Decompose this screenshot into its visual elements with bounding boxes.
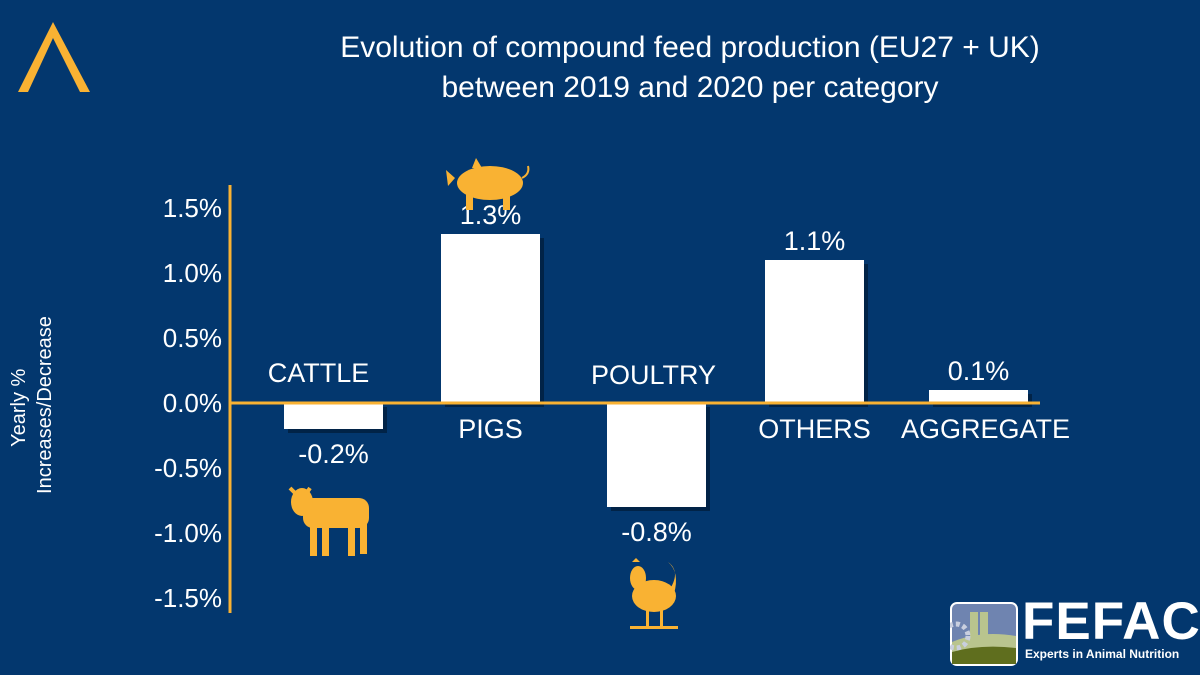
y-tick-label: 1.0% [163, 258, 222, 288]
y-tick-label: -1.0% [154, 518, 222, 548]
y-tick-label: 0.0% [163, 388, 222, 418]
y-tick-label: -1.5% [154, 583, 222, 613]
y-tick-label: 0.5% [163, 323, 222, 353]
y-axis-label-line1: Yearly % [8, 368, 30, 446]
bar-pigs [441, 234, 540, 403]
brand-name: FEFAC [1022, 592, 1200, 651]
category-label: CATTLE [268, 358, 370, 388]
pig-icon [446, 158, 530, 210]
fefac-logo-mark [950, 602, 1018, 666]
bar-cattle [284, 403, 383, 429]
data-label: 0.1% [948, 356, 1010, 386]
title-line1: Evolution of compound feed production (E… [340, 31, 1040, 64]
chicken-icon [630, 558, 678, 629]
chart-title: Evolution of compound feed production (E… [240, 28, 1140, 108]
bar-poultry [607, 403, 706, 507]
category-label: POULTRY [591, 360, 716, 390]
category-label: PIGS [458, 414, 523, 444]
y-axis-label-line2: Increases/Decrease [34, 316, 56, 494]
cow-icon [288, 486, 369, 556]
bar-aggregate [929, 390, 1028, 403]
title-line2: between 2019 and 2020 per category [441, 71, 939, 104]
data-label: -0.8% [621, 517, 692, 547]
y-tick-label: 1.5% [163, 193, 222, 223]
category-label: AGGREGATE [901, 414, 1070, 444]
data-label: 1.1% [784, 226, 846, 256]
y-axis-label: Yearly % Increases/Decrease [8, 316, 56, 494]
bar-others [765, 260, 864, 403]
brand-tagline: Experts in Animal Nutrition [1025, 647, 1180, 661]
category-label: OTHERS [758, 414, 871, 444]
data-label: -0.2% [298, 439, 369, 469]
brand-chevron-icon [18, 22, 90, 92]
y-tick-label: -0.5% [154, 453, 222, 483]
